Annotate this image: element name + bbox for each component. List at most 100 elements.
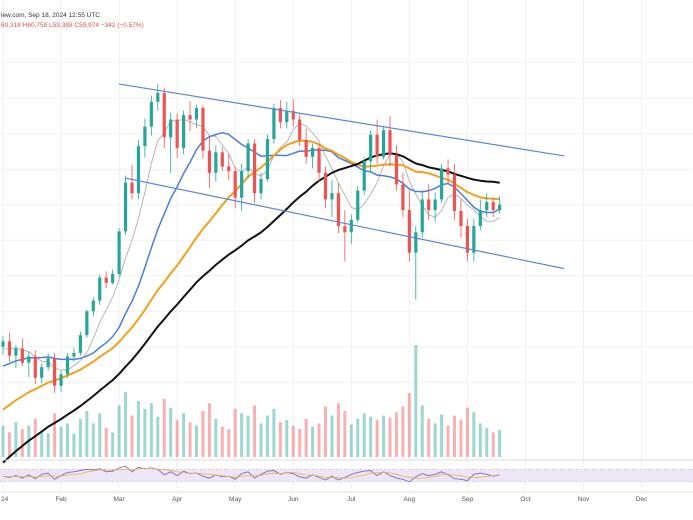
- x-tick-label: May: [229, 496, 242, 503]
- volume-bar: [324, 406, 327, 457]
- candle-body: [46, 358, 50, 368]
- candle-body: [472, 226, 476, 253]
- candle-body: [33, 356, 37, 378]
- candle-body: [98, 277, 102, 301]
- volume-bar: [259, 423, 263, 457]
- volume-bar: [104, 427, 108, 457]
- volume-bar: [472, 412, 476, 457]
- volume-bar: [124, 392, 128, 457]
- x-tick-label: Feb: [55, 496, 67, 503]
- candle-body: [498, 204, 502, 211]
- volume-bar: [298, 429, 302, 457]
- candle-body: [478, 210, 482, 227]
- volume-bar: [7, 432, 11, 457]
- candle-body: [285, 110, 289, 123]
- candle-body: [369, 134, 373, 162]
- volume-bar: [291, 425, 295, 457]
- volume-bar: [311, 426, 315, 457]
- candle-body: [459, 210, 463, 227]
- volume-bar: [382, 415, 386, 457]
- candle-body: [349, 219, 353, 233]
- candle-body: [388, 130, 392, 156]
- volume-bar: [214, 418, 218, 457]
- volume-bar: [420, 405, 424, 457]
- header-source: iew.com, Sep 18, 2024 12:55 UTC: [1, 12, 100, 19]
- candle-body: [149, 101, 153, 127]
- candle-body: [27, 356, 31, 363]
- candle-body: [130, 182, 134, 194]
- x-tick-label: Sep: [462, 496, 474, 503]
- candle-body: [246, 143, 250, 172]
- candle-body: [14, 348, 18, 356]
- x-tick-label: Oct: [520, 496, 530, 503]
- candle-body: [201, 108, 205, 151]
- header-ohlc: 60,318 H60,758 L59,388 C59,974 −342 (−0.…: [1, 22, 144, 29]
- x-tick-label: Jun: [288, 496, 299, 503]
- volume-bar: [162, 398, 166, 457]
- volume-bar: [446, 425, 450, 457]
- volume-bar: [143, 408, 147, 457]
- candle-body: [407, 210, 411, 253]
- volume-bar: [414, 345, 418, 457]
- candle-body: [330, 193, 334, 200]
- volume-bar: [478, 423, 482, 457]
- volume-bar: [91, 423, 95, 457]
- candle-body: [278, 108, 282, 123]
- volume-bar: [33, 418, 37, 457]
- volume-bar: [369, 416, 373, 457]
- volume-bar: [272, 408, 276, 457]
- candle-body: [465, 226, 469, 253]
- x-axis: 24 Feb Mar Apr May Jun Jul Aug Sep Oct Nov Dec: [0, 491, 693, 503]
- candle-body: [265, 139, 270, 180]
- candle-body: [323, 172, 328, 200]
- volume-bar: [285, 420, 289, 457]
- candle-body: [491, 202, 495, 211]
- candle-body: [117, 231, 121, 274]
- volume-bar: [440, 414, 444, 457]
- candle-body: [375, 134, 379, 157]
- volume-bar: [20, 429, 24, 457]
- candle-body: [156, 92, 160, 102]
- candle-body: [20, 348, 24, 363]
- trend-channel: [119, 83, 565, 270]
- candle-body: [485, 202, 489, 211]
- volume-bar: [265, 415, 269, 457]
- candlesticks: [1, 84, 502, 393]
- volume-bar: [498, 430, 502, 457]
- candle-body: [420, 199, 424, 233]
- volume-bar: [188, 422, 192, 457]
- ma-100-line: [2, 139, 500, 411]
- volume-bar: [227, 429, 231, 457]
- candle-body: [143, 126, 147, 147]
- volume-bar: [14, 422, 18, 457]
- candle-body: [414, 232, 418, 253]
- candle-body: [104, 277, 108, 283]
- volume-bar: [156, 416, 160, 457]
- candle-body: [252, 143, 257, 194]
- volume-bar: [72, 433, 76, 457]
- candle-body: [7, 341, 12, 356]
- candle-body: [427, 199, 431, 211]
- volume-bar: [175, 420, 179, 457]
- volume-bar: [111, 432, 115, 457]
- candle-body: [272, 108, 276, 140]
- volume-bar: [453, 415, 456, 457]
- volume-bar: [388, 417, 392, 457]
- candle-body: [214, 152, 218, 173]
- volume-bar: [85, 411, 89, 457]
- candle-body: [317, 147, 321, 173]
- candle-body: [182, 115, 186, 148]
- rsi-panel: [0, 459, 693, 483]
- volume-bar: [336, 403, 340, 457]
- volume-bar: [182, 413, 186, 457]
- volume-bar: [459, 420, 463, 457]
- volume-bar: [169, 407, 173, 457]
- volume-bar: [330, 415, 334, 457]
- candle-body: [401, 184, 405, 211]
- rsi-line: [2, 465, 500, 483]
- candle-body: [40, 367, 44, 378]
- volume-bar: [465, 407, 469, 457]
- candle-body: [336, 193, 340, 227]
